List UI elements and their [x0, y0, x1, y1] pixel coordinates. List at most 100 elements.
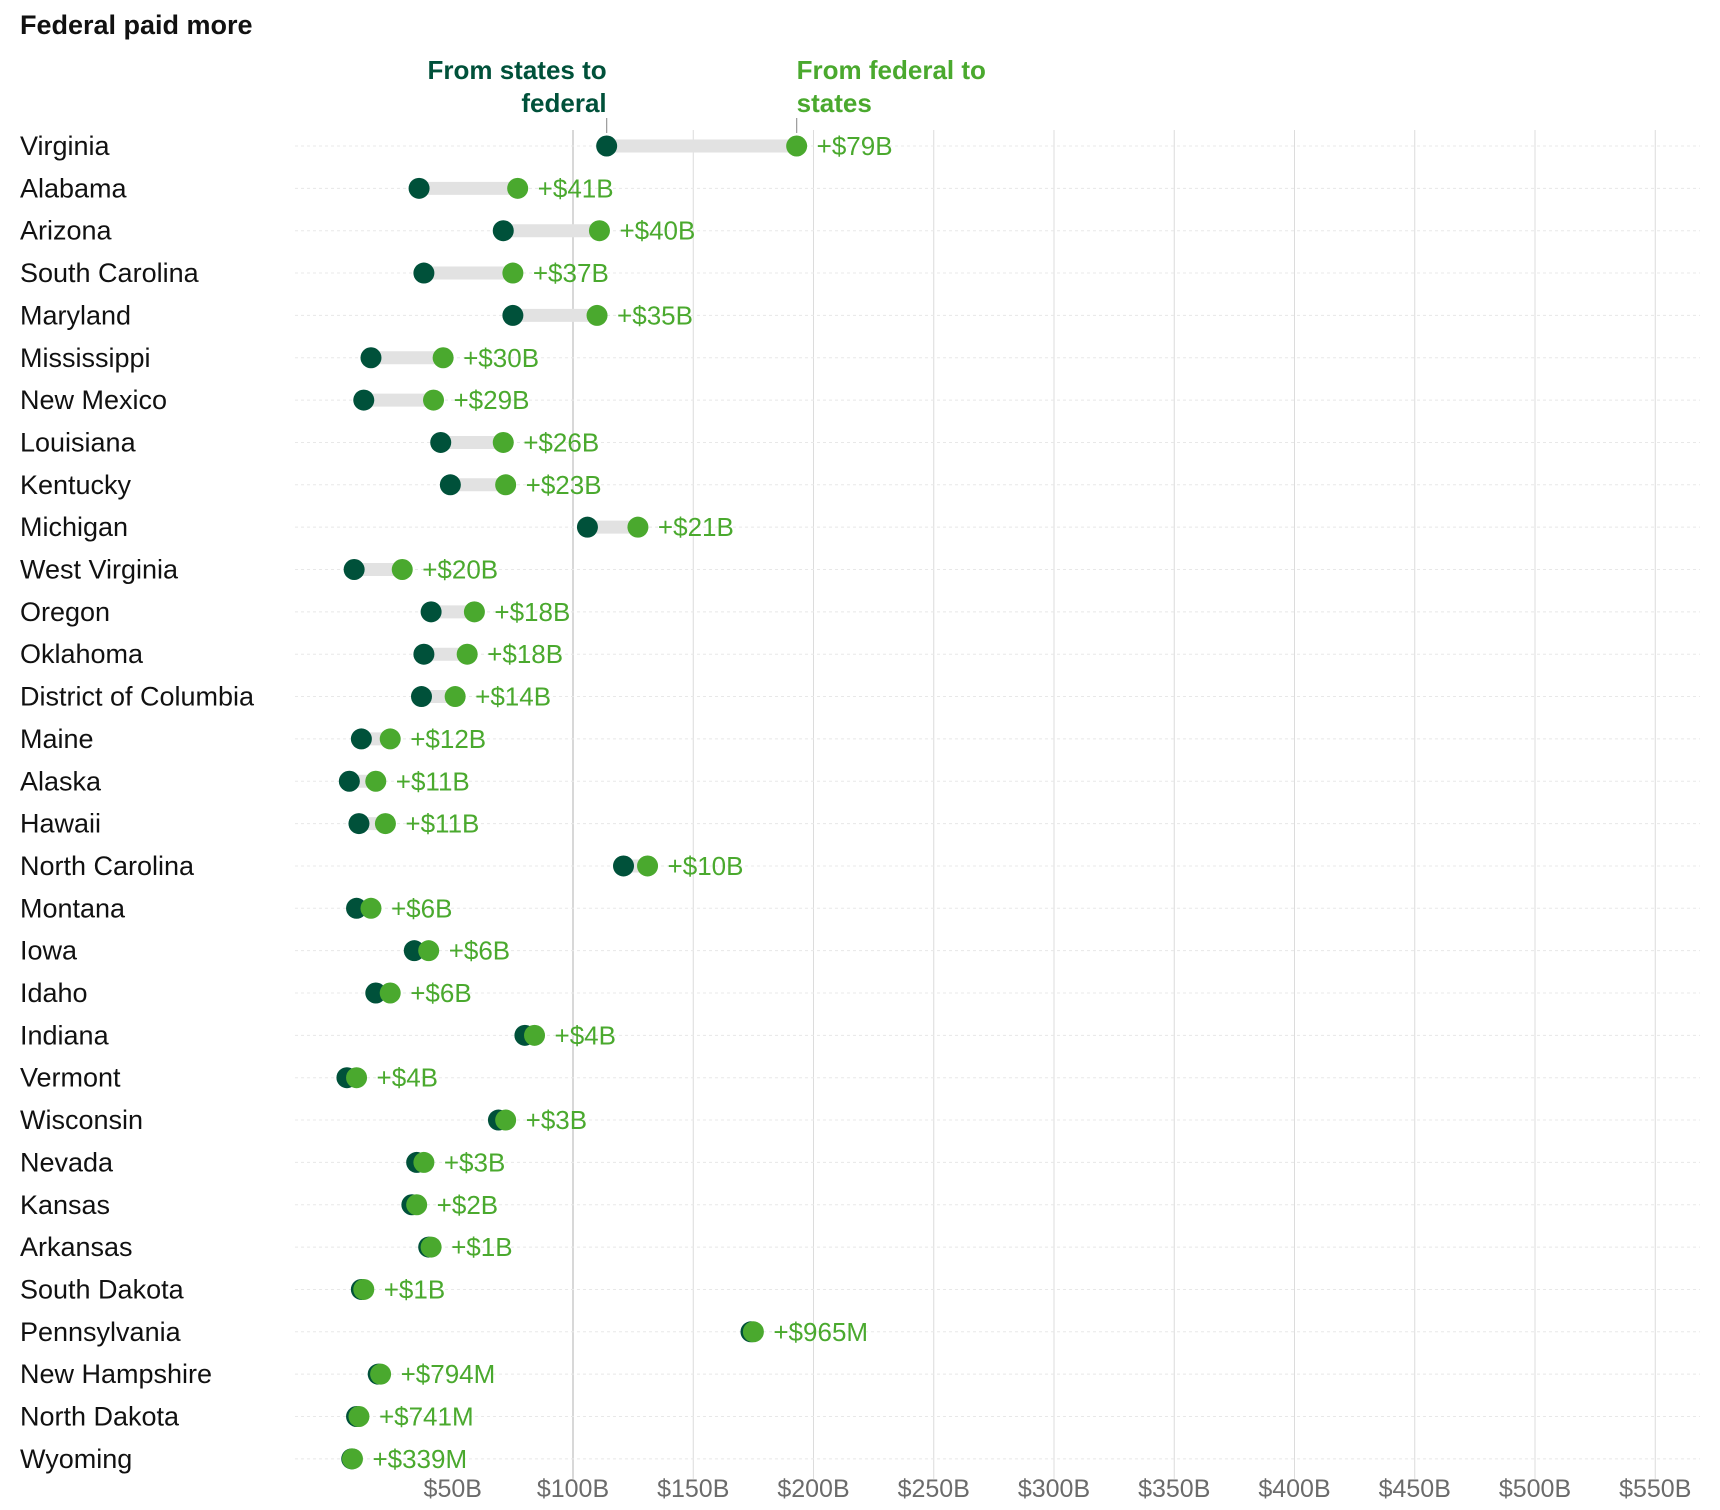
dot-federal-to-states — [423, 389, 445, 411]
state-label: South Carolina — [20, 258, 200, 288]
dot-federal-to-states — [353, 1278, 375, 1300]
dot-states-to-federal — [350, 728, 372, 750]
dot-federal-to-states — [374, 813, 396, 835]
delta-label: +$339M — [372, 1444, 467, 1474]
state-label: North Carolina — [20, 851, 195, 881]
delta-label: +$3B — [444, 1147, 505, 1177]
legend-line: federal — [521, 88, 606, 118]
state-label: Kansas — [20, 1190, 110, 1220]
dot-states-to-federal — [596, 135, 618, 157]
row: New Hampshire +$794M — [20, 1359, 1700, 1389]
delta-label: +$6B — [410, 978, 471, 1008]
x-axis: $50B $100B $150B $200B $250B $300B $350B $400B $… — [424, 1475, 1692, 1503]
delta-label: +$14B — [475, 682, 551, 712]
state-label: Michigan — [20, 512, 128, 542]
dot-federal-to-states — [406, 1194, 428, 1216]
state-label: Iowa — [20, 936, 78, 966]
delta-label: +$26B — [523, 427, 599, 457]
state-label: Vermont — [20, 1063, 121, 1093]
delta-label: +$18B — [487, 639, 563, 669]
state-label: Arkansas — [20, 1232, 133, 1262]
x-tick-label: $100B — [537, 1475, 609, 1503]
row: Maryland +$35B — [20, 300, 1700, 330]
x-tick-label: $450B — [1379, 1475, 1451, 1503]
state-label: Alaska — [20, 766, 102, 796]
row: Montana +$6B — [20, 893, 1700, 923]
state-label: Louisiana — [20, 427, 137, 457]
delta-label: +$30B — [463, 343, 539, 373]
x-tick-label: $300B — [1018, 1475, 1090, 1503]
row: Indiana +$4B — [20, 1020, 1700, 1050]
dot-federal-to-states — [346, 1067, 368, 1089]
delta-label: +$4B — [377, 1063, 438, 1093]
x-tick-label: $550B — [1619, 1475, 1691, 1503]
delta-label: +$965M — [773, 1317, 868, 1347]
state-label: Idaho — [20, 978, 88, 1008]
delta-label: +$11B — [405, 809, 479, 839]
state-label: Alabama — [20, 173, 128, 203]
row: Michigan +$21B — [20, 512, 1700, 542]
state-label: West Virginia — [20, 555, 179, 585]
chart-title: Federal paid more — [20, 10, 253, 40]
dot-federal-to-states — [360, 897, 382, 919]
dot-federal-to-states — [588, 220, 610, 242]
dot-states-to-federal — [365, 982, 387, 1004]
x-tick-label: $500B — [1499, 1475, 1571, 1503]
state-label: Indiana — [20, 1020, 110, 1050]
x-tick-label: $400B — [1258, 1475, 1330, 1503]
row: Oklahoma +$18B — [20, 639, 1700, 669]
state-label: Virginia — [20, 131, 111, 161]
state-label: Hawaii — [20, 809, 101, 839]
delta-label: +$6B — [449, 936, 510, 966]
x-tick-label: $200B — [777, 1475, 849, 1503]
delta-label: +$3B — [526, 1105, 587, 1135]
dot-federal-to-states — [507, 177, 529, 199]
delta-label: +$11B — [396, 766, 470, 796]
dot-federal-to-states — [495, 1109, 517, 1131]
row: Iowa +$6B — [20, 936, 1700, 966]
dot-states-to-federal — [338, 770, 360, 792]
row: Kansas +$2B — [20, 1190, 1700, 1220]
state-label: Nevada — [20, 1147, 114, 1177]
delta-label: +$12B — [410, 724, 486, 754]
dot-states-to-federal — [413, 643, 435, 665]
delta-label: +$741M — [379, 1402, 474, 1432]
row: Maine +$12B — [20, 724, 1700, 754]
dot-federal-to-states — [341, 1448, 363, 1470]
row: Louisiana +$26B — [20, 427, 1700, 457]
delta-label: +$1B — [384, 1274, 445, 1304]
row: Wyoming +$339M — [20, 1444, 1700, 1474]
row: Arizona +$40B — [20, 216, 1700, 246]
delta-label: +$20B — [422, 555, 498, 585]
row: Mississippi +$30B — [20, 343, 1700, 373]
dot-states-to-federal — [576, 516, 598, 538]
dot-federal-to-states — [379, 728, 401, 750]
row: District of Columbia +$14B — [20, 682, 1700, 712]
state-label: Maryland — [20, 300, 131, 330]
state-label: Wisconsin — [20, 1105, 143, 1135]
delta-label: +$2B — [437, 1190, 498, 1220]
dot-states-to-federal — [492, 220, 514, 242]
delta-label: +$40B — [619, 216, 695, 246]
state-label: District of Columbia — [20, 682, 255, 712]
dot-states-to-federal — [343, 559, 365, 580]
delta-label: +$37B — [533, 258, 609, 288]
x-tick-label: $150B — [657, 1475, 729, 1503]
row: North Carolina +$10B — [20, 851, 1700, 881]
dot-federal-to-states — [418, 940, 440, 962]
dot-states-to-federal — [360, 347, 382, 369]
state-label: South Dakota — [20, 1274, 185, 1304]
dot-states-to-federal — [439, 474, 461, 496]
delta-label: +$21B — [658, 512, 734, 542]
state-label: Oregon — [20, 597, 110, 627]
x-tick-label: $350B — [1138, 1475, 1210, 1503]
dot-federal-to-states — [637, 855, 659, 877]
row: Wisconsin +$3B — [20, 1105, 1700, 1135]
delta-label: +$18B — [494, 597, 570, 627]
row: Oregon +$18B — [20, 597, 1700, 627]
legend-line: From federal to — [797, 55, 986, 85]
row: Nevada +$3B — [20, 1147, 1700, 1177]
